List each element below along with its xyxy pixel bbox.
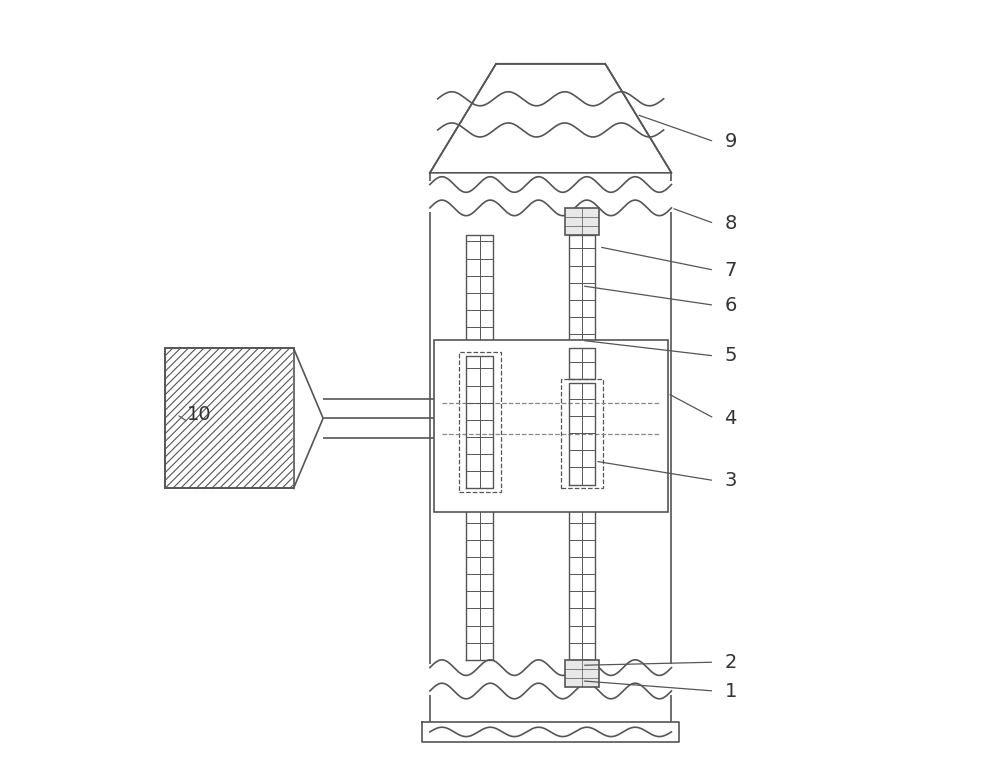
Text: 8: 8 [724, 214, 737, 233]
Text: 9: 9 [724, 132, 737, 151]
Text: 1: 1 [724, 681, 737, 701]
Text: 7: 7 [724, 260, 737, 280]
Text: 3: 3 [724, 471, 737, 490]
Text: 5: 5 [724, 346, 737, 365]
Bar [165, 348, 294, 489]
Bar [565, 208, 599, 235]
Text: 4: 4 [724, 409, 737, 428]
Text: 6: 6 [724, 296, 737, 315]
Bar [459, 352, 501, 493]
Polygon shape [294, 348, 323, 489]
Bar [165, 348, 294, 489]
Bar [565, 660, 599, 687]
Bar [434, 340, 668, 511]
Bar [561, 379, 603, 489]
Text: 10: 10 [187, 405, 211, 424]
Text: 2: 2 [724, 653, 737, 672]
